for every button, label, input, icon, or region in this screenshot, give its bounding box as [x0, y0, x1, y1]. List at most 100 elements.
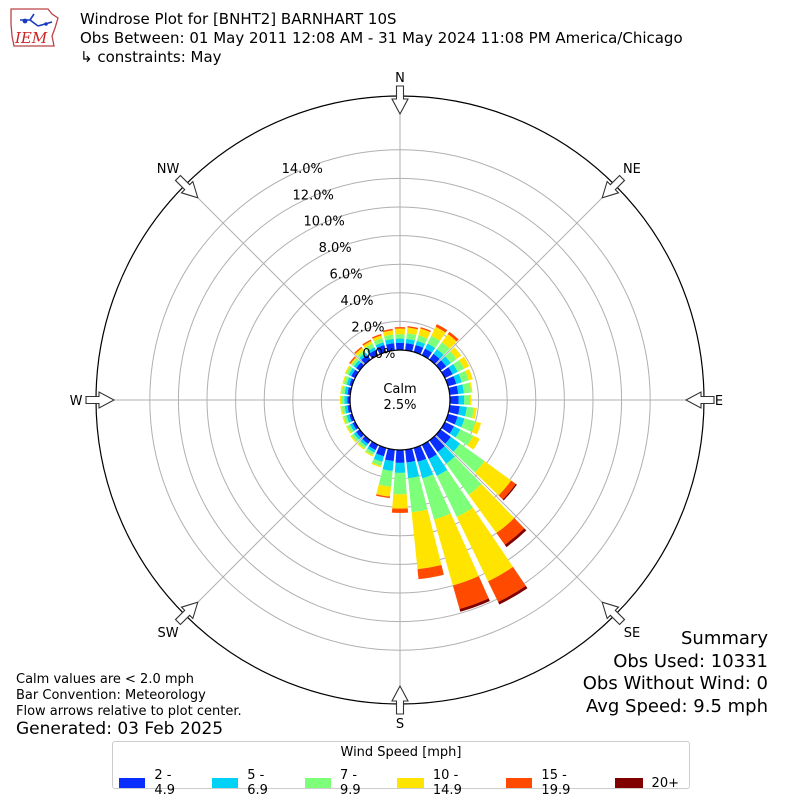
bar-segment	[343, 415, 350, 424]
legend-label: 7 - 9.9	[340, 768, 361, 798]
direction-label-se: SE	[624, 626, 640, 641]
bar-segment	[361, 354, 371, 365]
bar-segment	[373, 338, 384, 346]
bar-segment	[498, 480, 516, 500]
bar-segment	[502, 483, 517, 501]
bar-segment	[445, 351, 457, 364]
bar-segment	[352, 421, 359, 430]
bar-segment	[340, 385, 344, 394]
bar-segment	[371, 334, 382, 339]
bar-segment	[424, 343, 436, 353]
bar-segment	[469, 394, 472, 406]
bar-segment	[446, 456, 482, 495]
radial-tick-label: 8.0%	[319, 241, 352, 256]
bar-segment	[498, 585, 528, 605]
grid-spoke	[184, 184, 365, 365]
bar-segment	[394, 327, 406, 329]
direction-label-e: E	[715, 394, 723, 409]
legend-label: 15 - 19.9	[541, 768, 571, 798]
bar-segment	[375, 494, 391, 499]
legend-entry: 7 - 9.9	[304, 768, 380, 798]
bar-segment	[452, 576, 489, 609]
bar-segment	[447, 331, 459, 342]
radial-tick-label: 6.0%	[330, 268, 363, 283]
bar-segment	[458, 406, 467, 417]
legend-entry: 20+	[614, 768, 679, 798]
bar-segment	[456, 384, 464, 394]
radial-tick-label: 4.0%	[340, 294, 373, 309]
bar-segment	[458, 370, 469, 383]
legend-title: Wind Speed [mph]	[340, 745, 462, 760]
bar-segment	[385, 338, 395, 345]
bar-segment	[471, 421, 482, 435]
bar-segment	[368, 441, 379, 451]
bar-segment	[445, 436, 461, 452]
bar-segment	[368, 349, 379, 359]
bar-segment	[427, 335, 441, 348]
bar-segment	[378, 469, 393, 487]
bar-segment	[360, 438, 369, 447]
bar-segment	[418, 328, 431, 339]
bar-segment	[467, 435, 480, 450]
direction-label-s: S	[396, 717, 404, 732]
bar-segment	[421, 441, 437, 460]
bar-segment	[347, 396, 351, 404]
bar-segment	[358, 441, 367, 449]
legend-swatch	[304, 778, 332, 788]
bar-segment	[453, 359, 465, 372]
legend-entry: 10 - 14.9	[397, 768, 488, 798]
svg-text:IEM: IEM	[14, 29, 48, 47]
bar-segment	[441, 334, 457, 349]
bar-segment	[469, 382, 473, 393]
bar-convention-note: Bar Convention: Meteorology	[16, 688, 206, 703]
axis-labels: N NE E SE S SW W NW 0.0% 2.0% 4.0% 6.0% 8.0% 10.0% 12.…	[70, 71, 724, 732]
bar-segment	[394, 462, 406, 473]
flow-arrow-icon	[391, 85, 409, 116]
generated-date: Generated: 03 Feb 2025	[16, 719, 224, 739]
bar-segment	[406, 460, 420, 479]
bar-segment	[391, 508, 409, 513]
bar-segment	[362, 339, 372, 346]
legend-swatch	[397, 778, 424, 788]
bar-segment	[504, 528, 527, 548]
wind-bars	[339, 324, 528, 612]
bar-segment	[431, 326, 446, 341]
bar-segment	[394, 328, 406, 335]
bar-segment	[496, 518, 525, 545]
bar-segment	[459, 598, 490, 612]
bar-segment	[453, 443, 485, 473]
flow-arrow-icon	[391, 684, 409, 715]
bar-segment	[385, 448, 395, 462]
bar-segment	[420, 327, 431, 333]
bar-segment	[455, 429, 474, 446]
bar-segment	[346, 377, 352, 386]
summary-box: Summary Obs Used: 10331 Obs Without Wind…	[583, 628, 768, 718]
direction-label-sw: SW	[158, 626, 179, 641]
legend: Wind Speed [mph] 2 - 4.9 5 - 6.9 7 - 9.9 10…	[112, 741, 690, 798]
bar-segment	[344, 365, 351, 374]
bar-segment	[373, 453, 384, 462]
bar-segment	[375, 342, 385, 348]
bar-segment	[350, 357, 357, 365]
bar-segment	[456, 507, 514, 582]
direction-label-n: N	[395, 71, 405, 86]
bar-segment	[449, 395, 459, 405]
chart-header: Windrose Plot for [BNHT2] BARNHART 10S O…	[80, 10, 683, 67]
bar-segment	[350, 435, 357, 443]
bar-segment	[376, 445, 387, 457]
calm-note: Calm values are < 2.0 mph	[16, 672, 195, 687]
bar-segment	[393, 472, 407, 495]
bar-segment	[417, 458, 434, 479]
bar-segment	[436, 342, 450, 355]
bar-segment	[395, 342, 405, 351]
bar-segment	[342, 375, 347, 384]
bar-segment	[428, 454, 448, 476]
flow-arrow-icon	[174, 601, 199, 626]
bar-segment	[351, 358, 359, 367]
bar-segment	[348, 367, 356, 377]
bar-segment	[359, 352, 368, 360]
bar-segment	[448, 405, 460, 415]
bar-segment	[356, 429, 365, 438]
grid-spoke	[184, 435, 365, 616]
footnotes: Calm values are < 2.0 mph Bar Convention…	[16, 672, 242, 720]
